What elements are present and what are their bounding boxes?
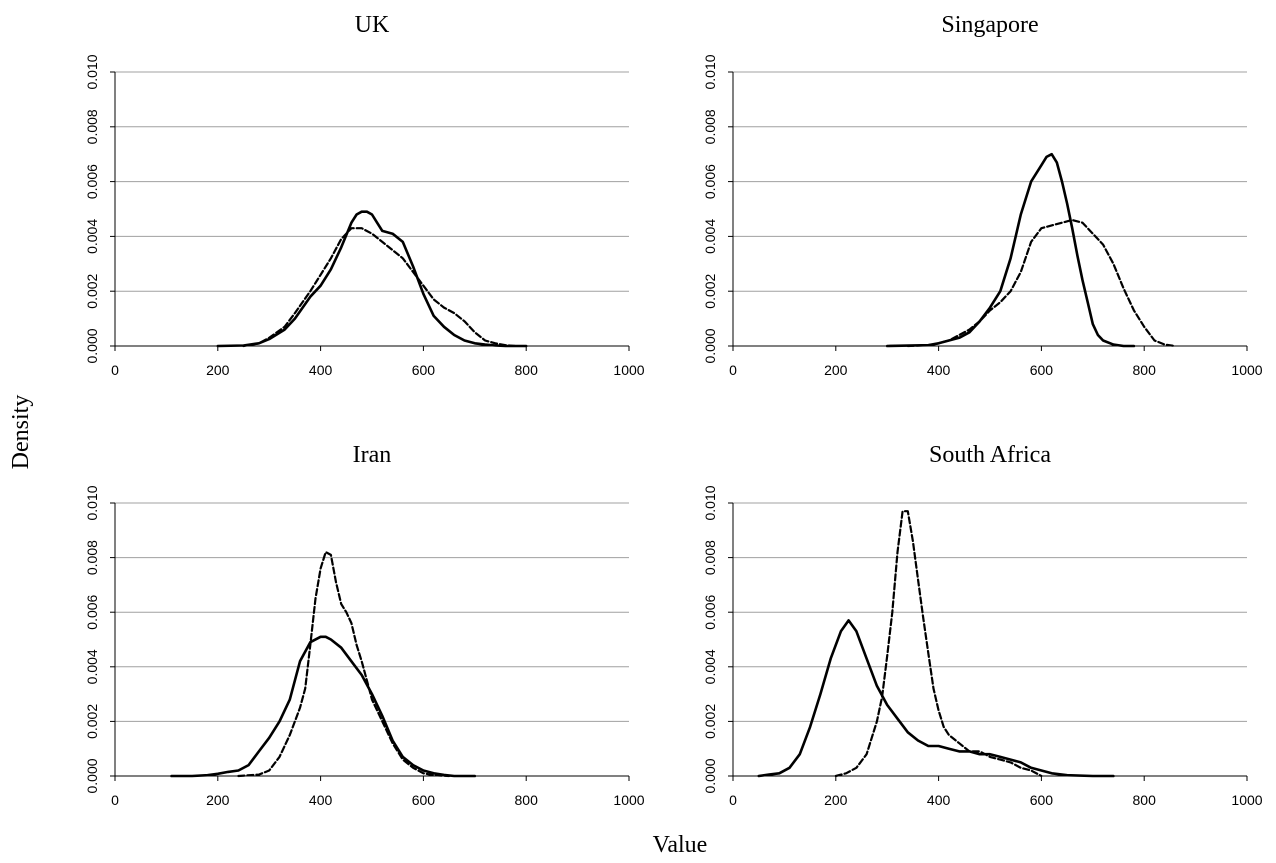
y-tick-label: 0.000 — [702, 328, 718, 363]
chart-panel: South Africa 0.000 0.002 0.004 0.006 0.008 0.0… — [702, 442, 1263, 808]
panel-title: Singapore — [941, 12, 1038, 38]
x-tick-label: 600 — [412, 792, 436, 808]
y-tick-label: 0.000 — [84, 758, 100, 793]
solid-density-line — [170, 635, 477, 778]
x-tick-label: 400 — [309, 792, 333, 808]
y-tick-label: 0.004 — [84, 219, 100, 254]
x-tick-label: 1000 — [613, 792, 644, 808]
panel-title: Iran — [353, 442, 392, 468]
panel-title: South Africa — [929, 442, 1051, 468]
chart-panel: UK 0.000 0.002 0.004 0.006 0.008 0.010 0 200 400 6… — [84, 12, 645, 378]
x-tick-label: 400 — [309, 362, 333, 378]
x-tick-label: 800 — [1133, 362, 1157, 378]
x-tick-label: 200 — [824, 792, 848, 808]
dashed-density-line — [834, 510, 1043, 778]
solid-density-line — [757, 619, 1115, 778]
y-tick-label: 0.000 — [84, 328, 100, 363]
y-tick-label: 0.004 — [702, 219, 718, 254]
x-tick-label: 0 — [111, 792, 119, 808]
y-tick-label: 0.006 — [702, 594, 718, 629]
y-tick-label: 0.002 — [702, 273, 718, 308]
x-tick-label: 800 — [1133, 792, 1157, 808]
y-tick-label: 0.010 — [702, 485, 718, 520]
x-tick-label: 1000 — [1231, 792, 1262, 808]
x-tick-label: 0 — [111, 362, 119, 378]
dashed-density-line — [242, 227, 518, 348]
x-tick-label: 200 — [206, 362, 230, 378]
x-tick-label: 600 — [1030, 792, 1054, 808]
y-tick-label: 0.010 — [702, 54, 718, 89]
y-tick-label: 0.002 — [702, 704, 718, 739]
chart-panel: Iran 0.000 0.002 0.004 0.006 0.008 0.010 0 200 40… — [84, 442, 645, 808]
dashed-density-line — [906, 218, 1177, 348]
solid-density-line — [885, 152, 1136, 348]
x-tick-label: 200 — [206, 792, 230, 808]
x-tick-label: 1000 — [613, 362, 644, 378]
x-tick-label: 0 — [729, 792, 737, 808]
x-tick-label: 400 — [927, 792, 951, 808]
x-tick-label: 200 — [824, 362, 848, 378]
y-tick-label: 0.002 — [84, 704, 100, 739]
y-tick-label: 0.008 — [702, 540, 718, 575]
solid-density-line — [216, 210, 528, 348]
figure-y-axis-label: Density — [8, 395, 34, 470]
y-tick-label: 0.008 — [84, 109, 100, 144]
x-tick-label: 800 — [515, 792, 539, 808]
chart-panels: UK 0.000 0.002 0.004 0.006 0.008 0.010 0 200 400 6… — [84, 12, 1263, 808]
y-tick-label: 0.006 — [84, 164, 100, 199]
y-tick-label: 0.008 — [702, 109, 718, 144]
x-tick-label: 0 — [729, 362, 737, 378]
y-tick-label: 0.008 — [84, 540, 100, 575]
x-tick-label: 600 — [1030, 362, 1054, 378]
dashed-density-line — [237, 550, 451, 778]
x-tick-label: 800 — [515, 362, 539, 378]
y-tick-label: 0.010 — [84, 54, 100, 89]
y-tick-label: 0.002 — [84, 273, 100, 308]
x-tick-label: 600 — [412, 362, 436, 378]
x-tick-label: 1000 — [1231, 362, 1262, 378]
y-tick-label: 0.010 — [84, 485, 100, 520]
x-tick-label: 400 — [927, 362, 951, 378]
y-tick-label: 0.006 — [702, 164, 718, 199]
y-tick-label: 0.004 — [84, 649, 100, 684]
y-tick-label: 0.006 — [84, 594, 100, 629]
chart-panel: Singapore 0.000 0.002 0.004 0.006 0.008 0.010 0… — [702, 12, 1263, 378]
panel-title: UK — [355, 12, 390, 38]
figure-x-axis-label: Value — [653, 832, 708, 858]
y-tick-label: 0.000 — [702, 758, 718, 793]
y-tick-label: 0.004 — [702, 649, 718, 684]
